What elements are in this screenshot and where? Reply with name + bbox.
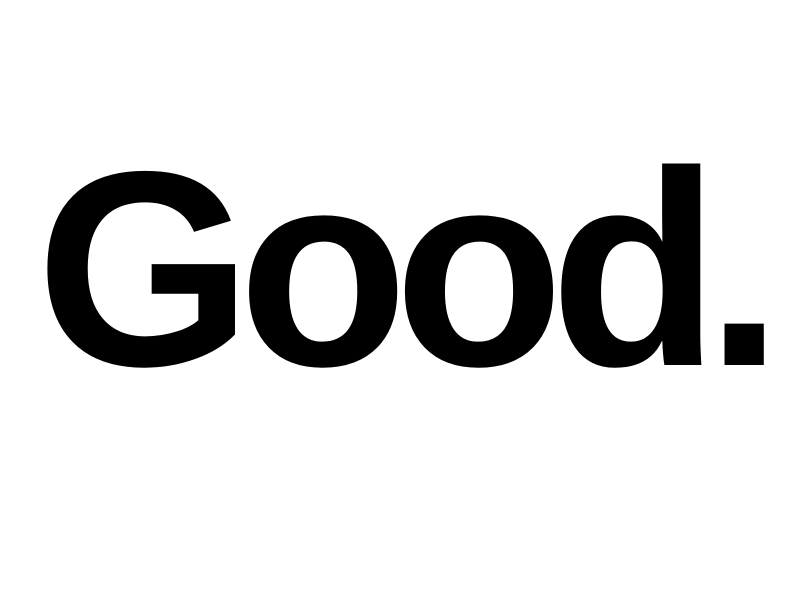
wordmark-text: Good.	[36, 113, 783, 424]
